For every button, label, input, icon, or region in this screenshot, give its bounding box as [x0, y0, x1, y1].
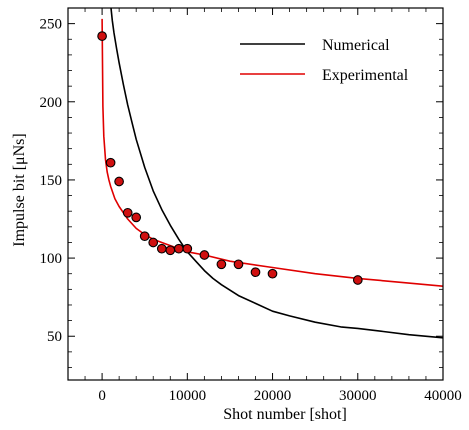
legend: Numerical Experimental	[240, 37, 409, 84]
data-point-measured	[105, 157, 116, 168]
series-points	[97, 31, 363, 285]
legend-numerical-label: Numerical	[322, 37, 390, 54]
data-point-measured	[267, 268, 278, 279]
y-tick-label: 250	[40, 17, 63, 33]
data-point-measured	[97, 31, 107, 41]
data-point-measured	[199, 250, 210, 260]
series-lines	[101, 8, 443, 339]
data-point-measured	[156, 243, 167, 254]
data-point-measured	[165, 245, 176, 256]
data-point-measured	[114, 176, 124, 187]
axis-ticks	[68, 8, 444, 380]
x-tick-label: 0	[98, 388, 106, 404]
data-point-measured	[352, 275, 363, 285]
x-tick-label: 40000	[424, 388, 462, 404]
x-tick-labels: 0 10000 20000 30000 40000	[98, 388, 461, 404]
data-point-measured	[216, 259, 227, 270]
x-tick-label: 10000	[169, 388, 207, 404]
data-point-measured	[250, 267, 261, 278]
data-point-measured	[182, 243, 193, 254]
series-line-numerical	[110, 8, 443, 339]
x-tick-label: 30000	[339, 388, 377, 404]
data-point-measured	[131, 212, 142, 223]
y-tick-label: 200	[40, 95, 63, 111]
data-point-measured	[148, 237, 159, 248]
x-axis-label: Shot number [shot]	[223, 406, 347, 423]
y-tick-label: 100	[40, 251, 63, 267]
data-point-measured	[139, 231, 150, 242]
plot-frame	[67, 7, 444, 381]
y-tick-label: 150	[40, 173, 63, 189]
data-point-measured	[122, 207, 133, 218]
data-point-measured	[233, 259, 244, 270]
data-point-measured	[173, 243, 184, 254]
y-tick-labels: 50 100 150 200 250	[40, 17, 63, 346]
x-tick-label: 20000	[254, 388, 292, 404]
y-tick-label: 50	[47, 329, 62, 345]
y-axis-label: Impulse bit [μNs]	[11, 133, 28, 246]
legend-experimental-label: Experimental	[322, 67, 409, 84]
